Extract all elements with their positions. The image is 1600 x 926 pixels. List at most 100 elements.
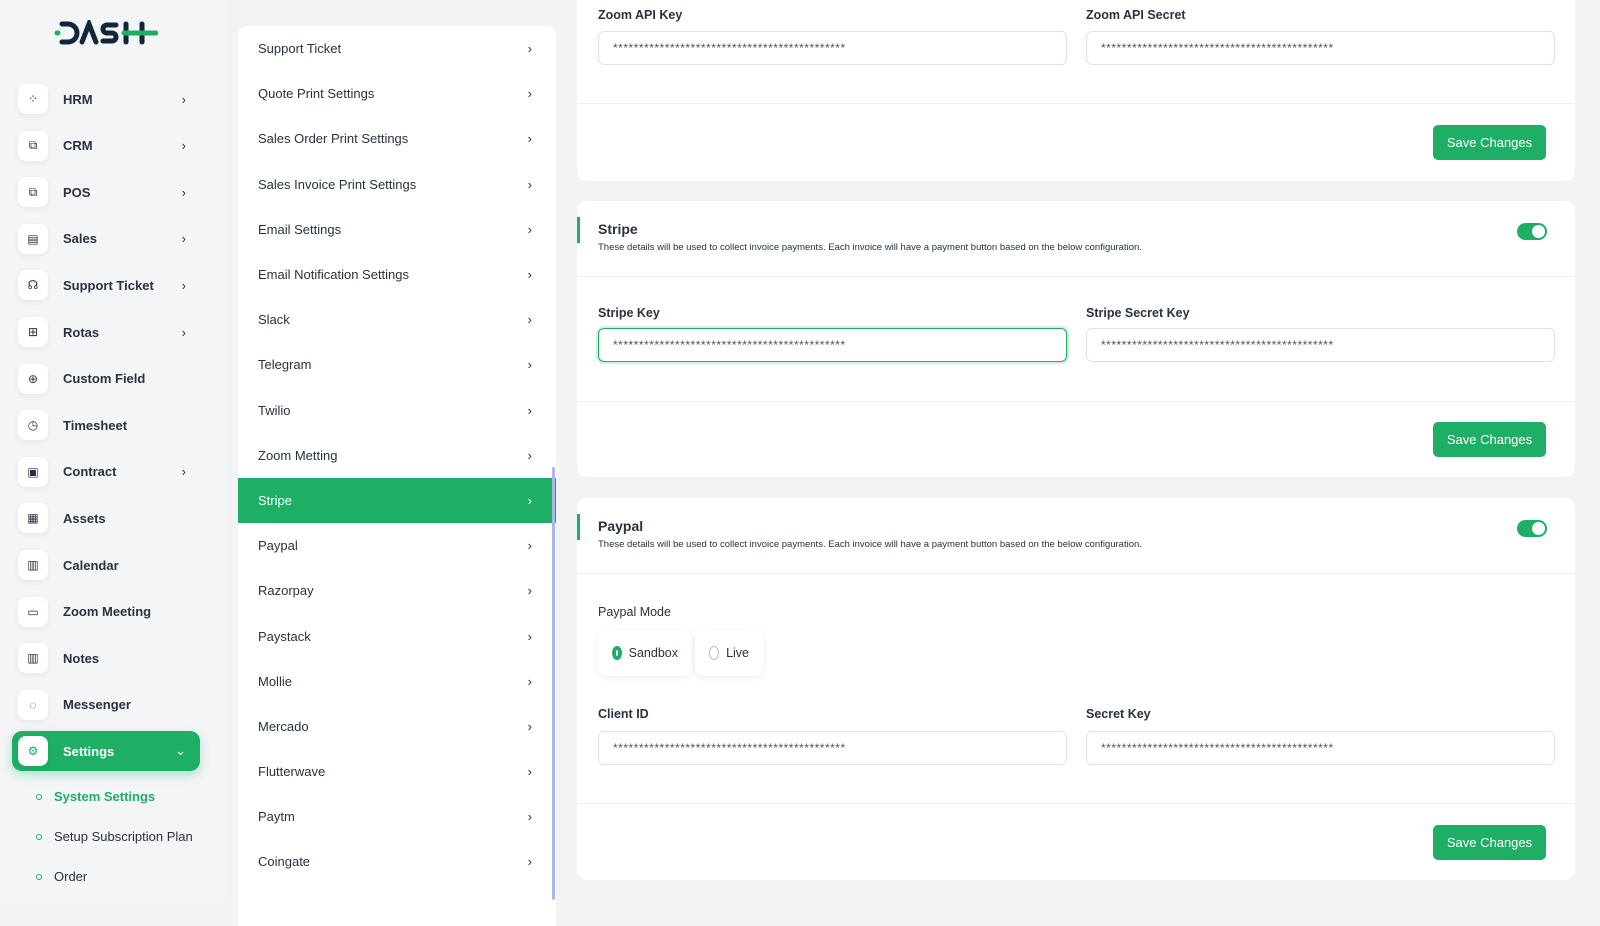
- chat-icon: ◌: [18, 689, 48, 720]
- paypal-settings-card: Paypal These details will be used to col…: [577, 498, 1575, 880]
- menu-item-label: Razorpay: [258, 583, 314, 599]
- settings-menu-item[interactable]: Telegram ›: [238, 342, 556, 387]
- settings-menu-item[interactable]: Mollie ›: [238, 659, 556, 704]
- submenu-label: System Settings: [54, 789, 156, 804]
- zoom-api-secret-label: Zoom API Secret: [1086, 8, 1186, 22]
- paypal-save-button[interactable]: Save Changes: [1433, 825, 1546, 860]
- menu-item-label: Slack: [258, 312, 290, 328]
- notes-icon: ▥: [18, 643, 48, 674]
- settings-menu-item[interactable]: Sales Invoice Print Settings ›: [238, 162, 556, 207]
- stripe-key-input[interactable]: ****************************************…: [598, 328, 1067, 362]
- sidebar-item-contract[interactable]: ▣ Contract ›: [12, 452, 200, 492]
- stripe-secret-key-label: Stripe Secret Key: [1086, 306, 1190, 320]
- secret-key-input[interactable]: ****************************************…: [1086, 731, 1555, 765]
- radio-live[interactable]: Live: [695, 630, 763, 676]
- sidebar-item-sales[interactable]: ▤ Sales ›: [12, 219, 200, 259]
- zoom-settings-card: Zoom API Key ***************************…: [577, 0, 1575, 181]
- stripe-settings-card: Stripe These details will be used to col…: [577, 201, 1575, 477]
- chevron-right-icon: ›: [527, 41, 532, 57]
- sidebar-item-label: Messenger: [63, 697, 131, 713]
- sidebar-item-pos[interactable]: ⧉ POS ›: [12, 172, 200, 212]
- dash-logo: [54, 20, 158, 45]
- radio-sandbox[interactable]: Sandbox: [598, 630, 692, 676]
- sidebar-item-rotas[interactable]: ⊞ Rotas ›: [12, 312, 200, 352]
- sidebar-item-label: Settings: [63, 743, 115, 759]
- settings-menu-item[interactable]: Paystack ›: [238, 613, 556, 658]
- radio-checked-icon: [612, 646, 622, 660]
- submenu-item[interactable]: System Settings: [36, 789, 155, 804]
- chevron-right-icon: ›: [181, 277, 186, 293]
- settings-menu-item[interactable]: Zoom Metting ›: [238, 433, 556, 478]
- stripe-secret-key-input[interactable]: ****************************************…: [1086, 328, 1555, 362]
- menu-item-label: Paypal: [258, 538, 298, 554]
- menu-item-label: Email Notification Settings: [258, 267, 410, 283]
- radio-label: Sandbox: [628, 646, 678, 660]
- submenu-item[interactable]: Order: [36, 869, 87, 884]
- sidebar: ⁘ HRM › ⧉ CRM › ⧉ POS › ▤ Sales › ☊ Support Ticket › ⊞ R…: [0, 0, 226, 900]
- chevron-right-icon: ›: [527, 764, 532, 780]
- settings-menu-item[interactable]: Slack ›: [238, 297, 556, 342]
- menu-item-label: Sales Invoice Print Settings: [258, 176, 417, 192]
- settings-menu-item[interactable]: Twilio ›: [238, 388, 556, 433]
- plus-circle-icon: ⊕: [18, 363, 48, 394]
- divider: [577, 103, 1575, 104]
- settings-menu-item[interactable]: Stripe ›: [238, 477, 556, 524]
- sidebar-item-label: Rotas: [63, 324, 100, 340]
- sidebar-item-zoom-meeting[interactable]: ▭ Zoom Meeting: [12, 592, 200, 632]
- zoom-api-key-input[interactable]: ****************************************…: [598, 31, 1067, 65]
- settings-menu-item[interactable]: Paytm ›: [238, 794, 556, 839]
- chevron-right-icon: ›: [527, 402, 532, 418]
- paypal-title: Paypal: [598, 518, 644, 534]
- pos-icon: ⧉: [18, 177, 48, 208]
- sidebar-item-label: Timesheet: [63, 417, 128, 433]
- sidebar-item-settings[interactable]: ⚙ Settings ⌄: [12, 731, 200, 772]
- sidebar-item-timesheet[interactable]: ◷ Timesheet: [12, 405, 200, 445]
- submenu-item[interactable]: Setup Subscription Plan: [36, 829, 193, 844]
- sidebar-item-support-ticket[interactable]: ☊ Support Ticket ›: [12, 265, 200, 305]
- settings-menu: Support Ticket › Quote Print Settings › Sale…: [238, 26, 556, 926]
- chevron-right-icon: ›: [527, 718, 532, 734]
- settings-menu-item[interactable]: Paypal ›: [238, 523, 556, 568]
- settings-menu-item[interactable]: Razorpay ›: [238, 568, 556, 613]
- sidebar-item-notes[interactable]: ▥ Notes: [12, 638, 200, 678]
- client-id-input[interactable]: ****************************************…: [598, 731, 1067, 765]
- stripe-save-button[interactable]: Save Changes: [1433, 422, 1546, 457]
- settings-menu-item[interactable]: Flutterwave ›: [238, 749, 556, 794]
- grid-icon: ⊞: [18, 317, 48, 347]
- settings-menu-item[interactable]: Sales Order Print Settings ›: [238, 116, 556, 161]
- chevron-right-icon: ›: [181, 91, 186, 107]
- sidebar-item-label: CRM: [63, 138, 93, 154]
- settings-menu-item[interactable]: Coingate ›: [238, 839, 556, 884]
- settings-menu-item[interactable]: Email Settings ›: [238, 207, 556, 252]
- sidebar-item-assets[interactable]: ▦ Assets: [12, 498, 200, 538]
- settings-menu-item[interactable]: Support Ticket ›: [238, 26, 556, 71]
- sidebar-item-label: Assets: [63, 510, 106, 526]
- accent-bar: [577, 217, 580, 243]
- sidebar-item-crm[interactable]: ⧉ CRM ›: [12, 126, 200, 166]
- sidebar-item-messenger[interactable]: ◌ Messenger: [12, 685, 200, 725]
- chevron-right-icon: ›: [181, 464, 186, 480]
- video-icon: ▭: [18, 596, 48, 627]
- calculator-icon: ▦: [18, 503, 48, 534]
- zoom-api-secret-input[interactable]: ****************************************…: [1086, 31, 1555, 65]
- chevron-right-icon: ›: [181, 324, 186, 340]
- sidebar-item-calendar[interactable]: ▥ Calendar: [12, 545, 200, 585]
- paypal-enable-toggle[interactable]: [1517, 520, 1547, 537]
- stripe-enable-toggle[interactable]: [1517, 223, 1547, 240]
- chevron-right-icon: ›: [527, 176, 532, 192]
- crm-icon: ⧉: [18, 130, 48, 161]
- settings-menu-item[interactable]: Mercado ›: [238, 704, 556, 749]
- settings-menu-item[interactable]: Quote Print Settings ›: [238, 71, 556, 116]
- chevron-right-icon: ›: [527, 583, 532, 599]
- menu-item-label: Mercado: [258, 718, 309, 734]
- scrollbar[interactable]: [552, 467, 555, 900]
- chevron-right-icon: ›: [181, 231, 186, 247]
- sidebar-item-hrm[interactable]: ⁘ HRM ›: [12, 79, 200, 119]
- menu-item-label: Quote Print Settings: [258, 86, 375, 102]
- chevron-right-icon: ›: [527, 357, 532, 373]
- settings-menu-item[interactable]: Email Notification Settings ›: [238, 252, 556, 297]
- sidebar-item-custom-field[interactable]: ⊕ Custom Field: [12, 359, 200, 399]
- chevron-right-icon: ›: [527, 673, 532, 689]
- chevron-right-icon: ›: [527, 267, 532, 283]
- zoom-save-button[interactable]: Save Changes: [1433, 125, 1546, 160]
